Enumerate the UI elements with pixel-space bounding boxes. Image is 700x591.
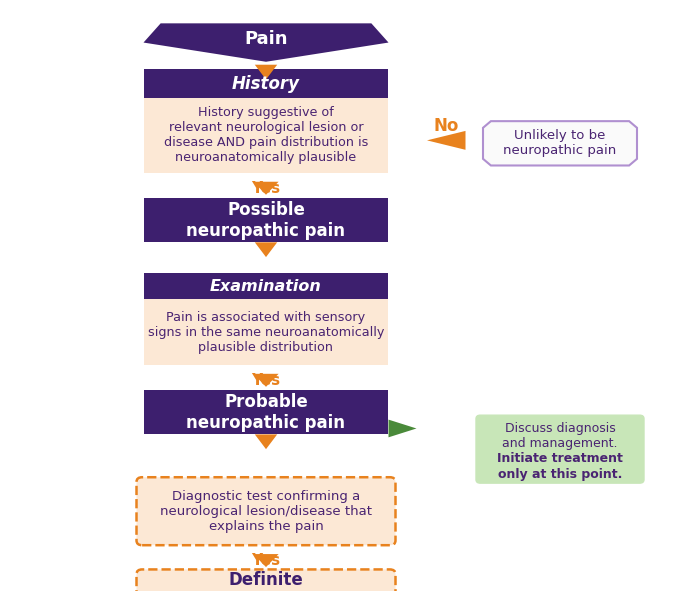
Text: History suggestive of
relevant neurological lesion or
disease AND pain distribut: History suggestive of relevant neurologi…: [164, 106, 368, 164]
FancyBboxPatch shape: [144, 390, 389, 434]
Polygon shape: [255, 64, 277, 79]
Polygon shape: [144, 24, 389, 62]
Polygon shape: [253, 374, 279, 387]
Text: Yes: Yes: [251, 181, 281, 196]
FancyBboxPatch shape: [136, 477, 395, 545]
Polygon shape: [389, 420, 416, 437]
Text: Yes: Yes: [251, 553, 281, 568]
Text: Pain: Pain: [244, 31, 288, 48]
Text: Definite
neuropathic pain: Definite neuropathic pain: [186, 571, 346, 591]
Text: and management.: and management.: [503, 437, 617, 450]
Polygon shape: [483, 121, 637, 165]
Text: Examination: Examination: [210, 279, 322, 294]
Text: Diagnostic test confirming a
neurological lesion/disease that
explains the pain: Diagnostic test confirming a neurologica…: [160, 490, 372, 532]
Text: Discuss diagnosis: Discuss diagnosis: [505, 423, 615, 435]
Polygon shape: [253, 182, 279, 195]
FancyBboxPatch shape: [144, 299, 389, 365]
Text: History: History: [232, 74, 300, 93]
Polygon shape: [253, 554, 279, 567]
Polygon shape: [255, 242, 277, 257]
Text: Unlikely to be
neuropathic pain: Unlikely to be neuropathic pain: [503, 129, 617, 157]
FancyBboxPatch shape: [144, 198, 389, 242]
Text: Probable
neuropathic pain: Probable neuropathic pain: [186, 393, 346, 431]
Text: No: No: [434, 116, 459, 135]
Text: Yes: Yes: [251, 372, 281, 388]
Text: Initiate treatment: Initiate treatment: [497, 453, 623, 466]
FancyBboxPatch shape: [144, 98, 389, 173]
Polygon shape: [427, 131, 466, 150]
FancyBboxPatch shape: [136, 569, 395, 591]
FancyBboxPatch shape: [144, 273, 389, 299]
FancyBboxPatch shape: [144, 70, 389, 98]
Text: only at this point.: only at this point.: [498, 467, 622, 480]
FancyBboxPatch shape: [476, 415, 644, 483]
Text: Pain is associated with sensory
signs in the same neuroanatomically
plausible di: Pain is associated with sensory signs in…: [148, 311, 384, 353]
Polygon shape: [255, 434, 277, 449]
Text: Possible
neuropathic pain: Possible neuropathic pain: [186, 201, 346, 239]
